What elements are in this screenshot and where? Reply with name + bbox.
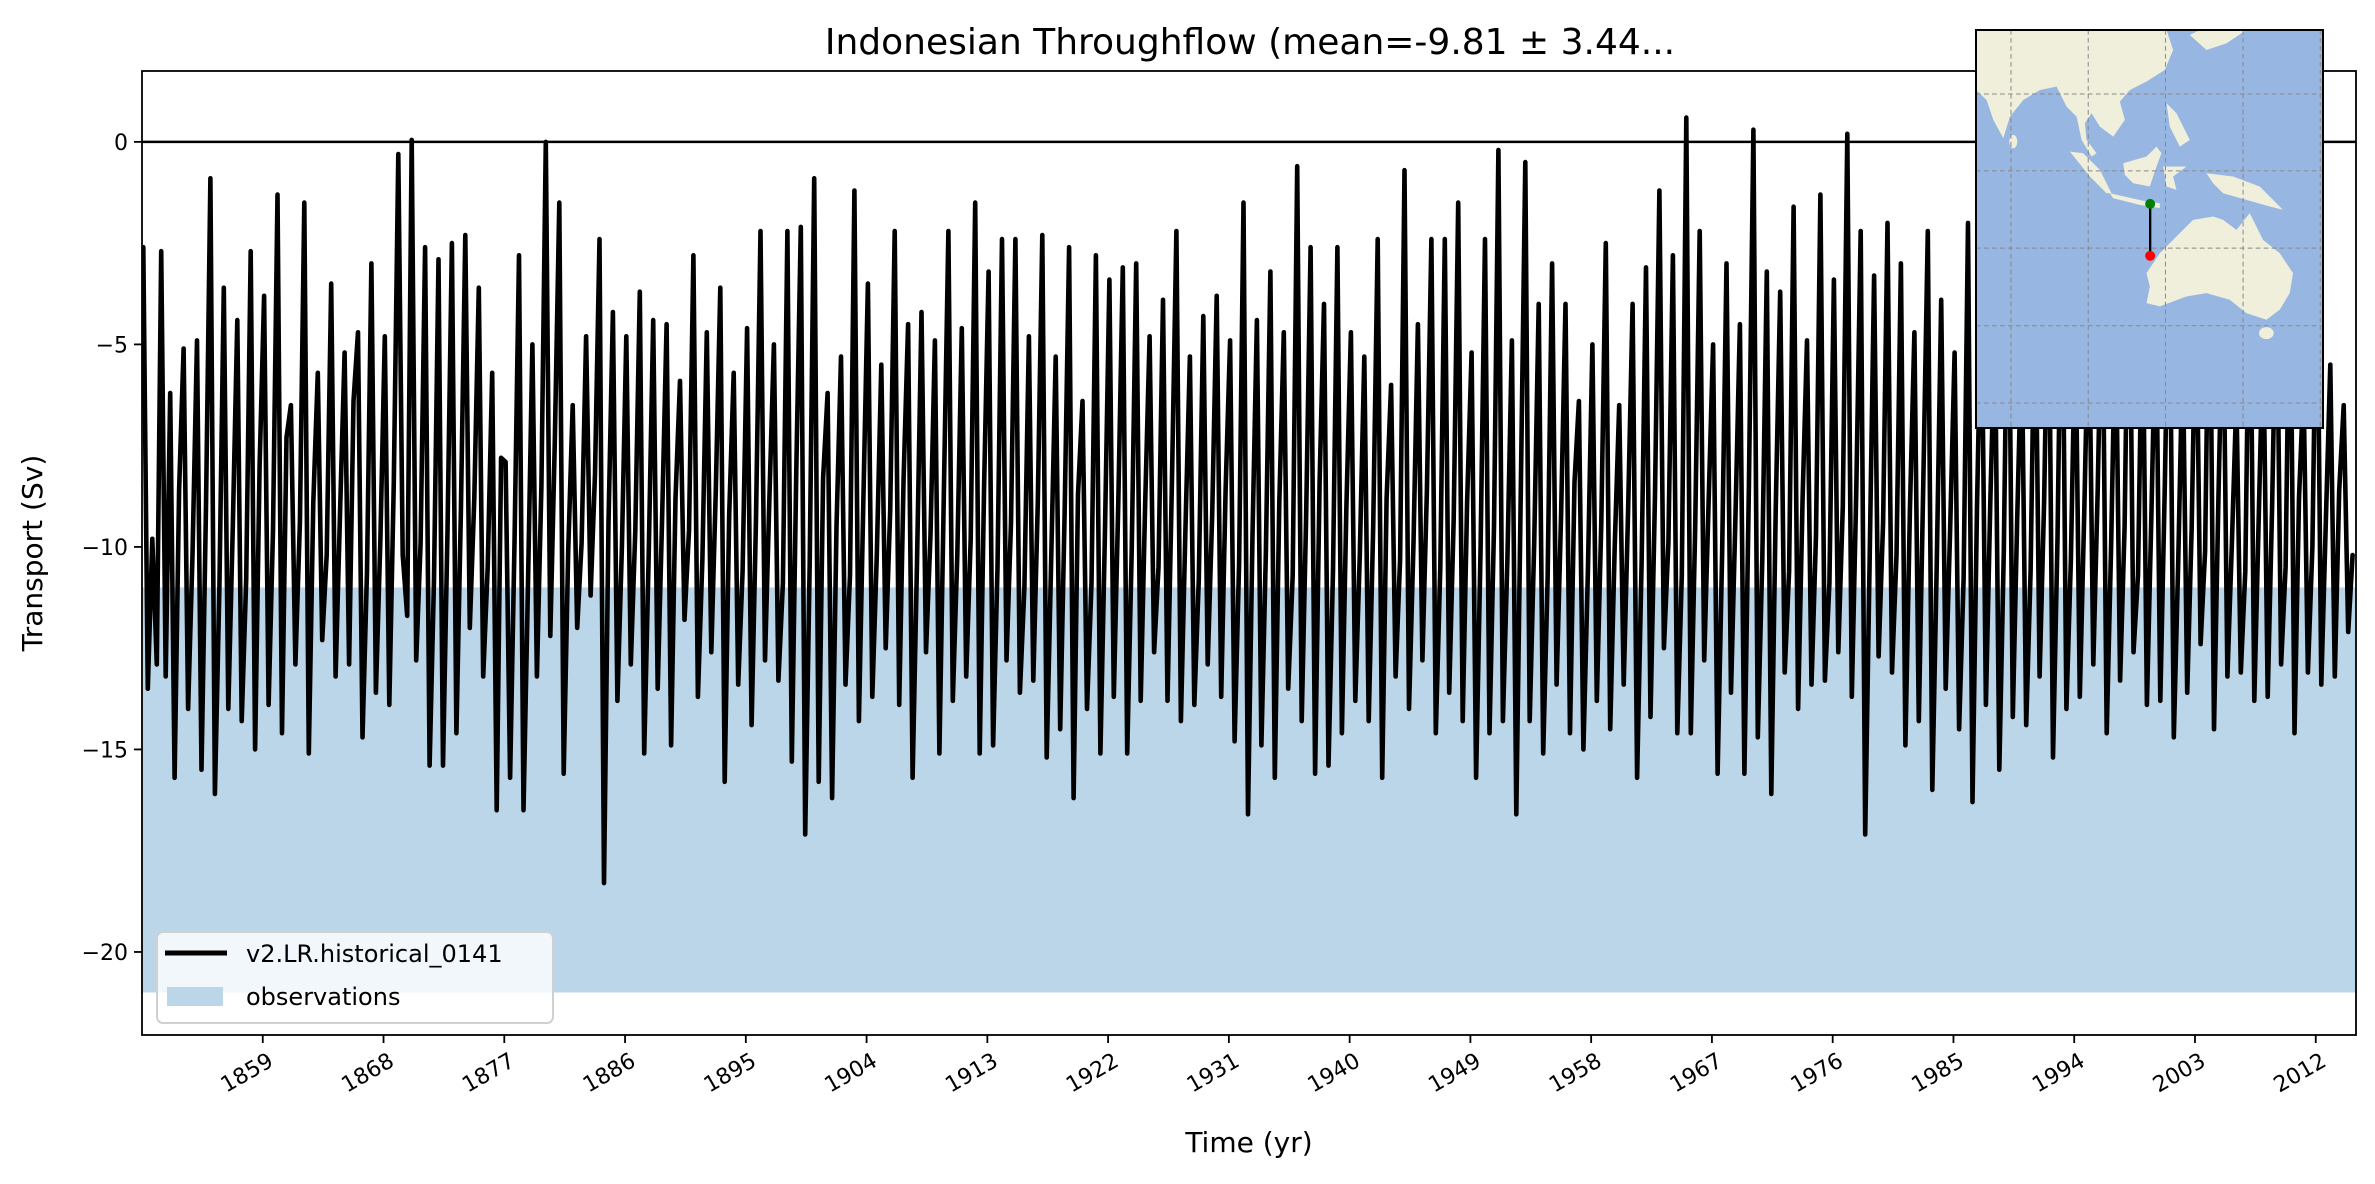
- land-new-guinea: [2206, 173, 2284, 210]
- y-axis-label: Transport (Sv): [16, 455, 49, 652]
- inset-map: [1975, 29, 2324, 429]
- map-gridlines: [1976, 30, 2323, 428]
- axes-frame: [141, 70, 2357, 1036]
- x-tick-label: 1985: [1907, 1049, 1968, 1099]
- section-end-marker: [2145, 250, 2156, 261]
- legend-band-swatch: [167, 987, 223, 1006]
- x-tick-label: 1895: [700, 1049, 761, 1099]
- land-sulawesi: [2163, 166, 2187, 190]
- x-tick-label: 1940: [1304, 1049, 1365, 1099]
- x-tick-label: 2012: [2270, 1049, 2331, 1099]
- x-tick-label: 1904: [821, 1049, 882, 1099]
- legend-label-model: v2.LR.historical_0141: [246, 940, 503, 968]
- x-tick-label: 1913: [941, 1049, 1002, 1099]
- x-tick-label: 1868: [338, 1049, 399, 1099]
- x-tick-label: 2003: [2149, 1049, 2210, 1099]
- section-start-marker: [2145, 198, 2156, 209]
- land-asia: [1976, 30, 2174, 157]
- legend-label-observations: observations: [246, 983, 400, 1011]
- legend-frame: [156, 931, 554, 1024]
- x-tick-label: 1859: [217, 1049, 278, 1099]
- map-land: [1976, 30, 2294, 340]
- x-tick-label: 1976: [1787, 1049, 1848, 1099]
- chart-title: Indonesian Throughflow (mean=-9.81 ± 3.4…: [825, 22, 1675, 63]
- y-tick-label: −15: [82, 738, 128, 763]
- land-australia: [2146, 213, 2294, 320]
- x-tick-label: 1886: [579, 1049, 640, 1099]
- y-tick-label: −5: [96, 333, 128, 358]
- x-tick-label: 1949: [1424, 1049, 1485, 1099]
- x-axis-label: Time (yr): [1184, 1126, 1312, 1159]
- x-tick-label: 1931: [1183, 1049, 1244, 1099]
- land-japan: [2189, 30, 2247, 50]
- y-tick-label: −20: [82, 941, 128, 966]
- land-philippines: [2166, 103, 2190, 147]
- legend: v2.LR.historical_0141 observations: [156, 931, 554, 1024]
- x-tick-label: 1877: [458, 1049, 519, 1099]
- y-tick-label: −10: [82, 536, 128, 561]
- series-line-v2-LR-historical-0141: [142, 115, 2355, 886]
- y-tick-label: 0: [114, 131, 128, 156]
- inset-map-frame: [1975, 29, 2324, 429]
- x-tick-label: 1967: [1666, 1049, 1727, 1099]
- land-borneo: [2123, 146, 2162, 187]
- x-axis-ticks: 1859 1868 1877 1886 1895 1904 1913 1922 1931 1940…: [217, 1035, 2331, 1098]
- x-tick-label: 1922: [1062, 1049, 1123, 1099]
- y-axis-ticks: −20 −15 −10 −5 0: [82, 131, 142, 966]
- land-tasmania: [2259, 327, 2274, 340]
- land-sumatra: [2069, 151, 2112, 194]
- x-tick-label: 1994: [2028, 1049, 2089, 1099]
- x-tick-label: 1958: [1545, 1049, 1606, 1099]
